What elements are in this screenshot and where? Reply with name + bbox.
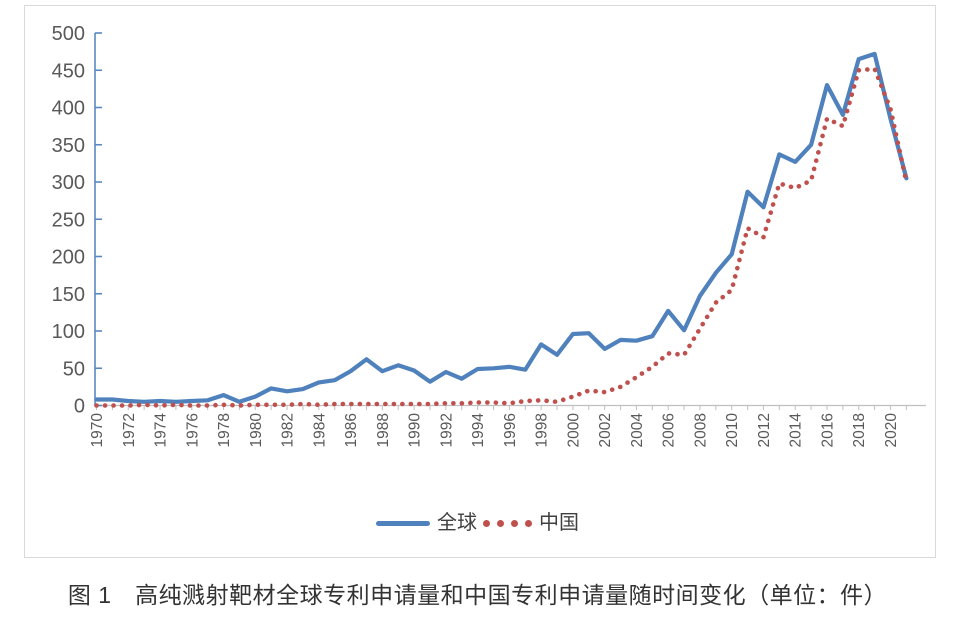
x-tick-label: 2000 (565, 413, 582, 448)
x-tick-label: 1970 (89, 413, 106, 448)
y-tick-label: 500 (52, 23, 85, 45)
x-tick-label: 2016 (819, 413, 836, 447)
figure-caption: 图 1 高纯溅射靶材全球专利申请量和中国专利申请量随时间变化（单位：件） (67, 582, 888, 608)
y-tick-label: 250 (52, 209, 85, 231)
x-tick-label: 1998 (534, 413, 551, 447)
x-tick-label: 2018 (851, 413, 868, 447)
chart-frame (24, 5, 936, 558)
y-tick-label: 450 (52, 60, 85, 82)
x-tick-label: 1996 (502, 413, 519, 447)
y-tick-label: 150 (52, 284, 85, 306)
y-tick-label: 300 (52, 172, 85, 194)
x-tick-label: 2006 (661, 413, 678, 447)
y-tick-label: 100 (52, 321, 85, 343)
x-tick-label: 1974 (153, 413, 170, 448)
x-tick-label: 2010 (724, 413, 741, 448)
china-swatch-dot (525, 519, 532, 527)
global-series-line-swatch (376, 520, 430, 526)
x-tick-label: 2008 (692, 413, 709, 447)
x-tick-label: 1990 (407, 413, 424, 448)
x-tick-label: 2012 (756, 413, 773, 447)
x-tick-label: 1984 (311, 413, 328, 448)
x-tick-label: 1982 (280, 413, 297, 447)
legend-label-global: 全球 (437, 512, 477, 534)
x-tick-label: 1978 (216, 413, 233, 447)
y-tick-label: 350 (52, 135, 85, 157)
legend-label-china: 中国 (539, 512, 579, 534)
chart-legend: 全球 中国 (0, 509, 955, 537)
x-tick-label: 1986 (343, 413, 360, 447)
y-tick-label: 0 (74, 396, 85, 418)
x-tick-label: 2004 (629, 413, 646, 448)
china-swatch-dot (497, 519, 504, 527)
x-tick-label: 1988 (375, 413, 392, 447)
china-swatch-dot (483, 519, 490, 527)
x-tick-label: 1994 (470, 413, 487, 448)
y-tick-label: 200 (52, 247, 85, 269)
series-line-china (94, 66, 909, 408)
china-series-dotted-swatch (483, 519, 532, 527)
china-swatch-dot (511, 519, 518, 527)
y-tick-label: 50 (63, 358, 85, 380)
patent-trend-line-chart: 0 50 100 150 200 250 300 350 400 450 500 1970 1972 19… (52, 23, 926, 448)
x-tick-label: 2020 (883, 413, 900, 448)
x-tick-label: 1972 (121, 413, 138, 447)
legend-item-china: 中国 (483, 510, 579, 536)
x-tick-label: 2002 (597, 413, 614, 447)
x-tick-label: 1992 (438, 413, 455, 447)
series-line-global (94, 51, 909, 404)
legend-item-global: 全球 (376, 510, 477, 536)
x-tick-label: 2014 (788, 413, 805, 448)
y-tick-label: 400 (52, 98, 85, 120)
x-tick-label: 1976 (184, 413, 201, 447)
x-tick-label: 1980 (248, 413, 265, 448)
